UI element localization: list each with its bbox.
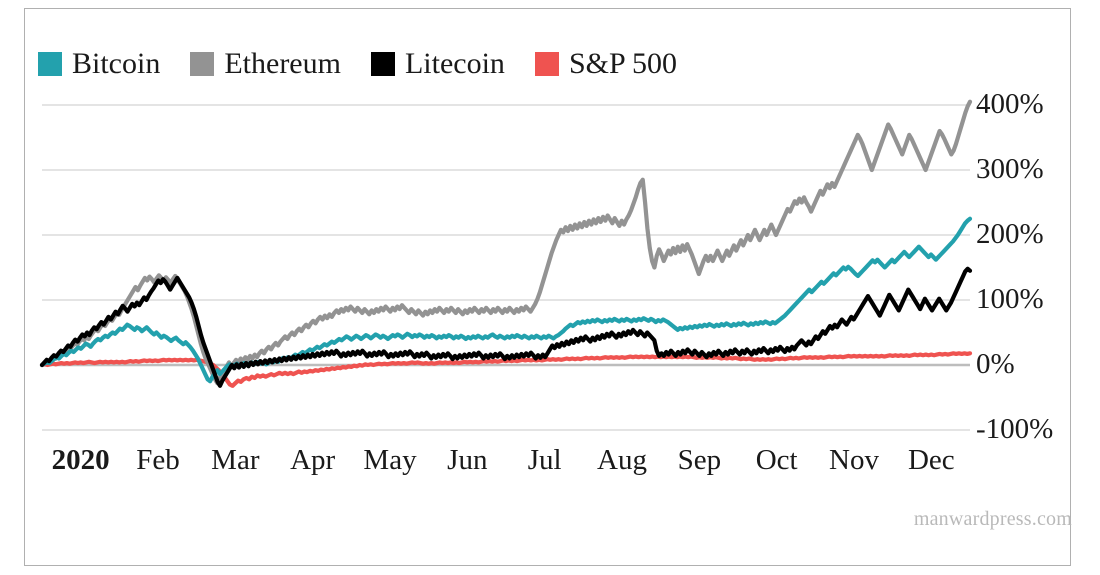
legend-item-s-p-500[interactable]: S&P 500 [534, 47, 678, 80]
series-line-ethereum [39, 99, 973, 386]
x-tick-label-jun: Jun [447, 444, 488, 476]
x-tick-label-oct: Oct [755, 444, 798, 476]
legend-item-bitcoin[interactable]: Bitcoin [38, 49, 160, 79]
legend-item-label: Ethereum [224, 47, 341, 80]
square-swatch [38, 52, 62, 76]
x-tick-label-nov: Nov [829, 444, 879, 476]
x-tick-label-may: May [363, 444, 417, 476]
y-tick-label: 0% [976, 348, 1015, 380]
x-tick-label-dec: Dec [907, 444, 955, 476]
y-tick-label: 300% [976, 153, 1044, 185]
square-swatch [534, 52, 559, 76]
x-tick-label-apr: Apr [290, 444, 336, 476]
x-tick-label-sep: Sep [677, 444, 722, 476]
square-swatch [370, 52, 395, 76]
legend-item-label: Litecoin [404, 47, 505, 80]
x-tick-label-jan: 2020 [51, 444, 110, 476]
x-tick-label-jul: Jul [527, 444, 562, 476]
plot-svg [39, 99, 973, 431]
watermark-label: manwardpress.com [913, 508, 1072, 530]
y-tick-label: 100% [976, 283, 1044, 315]
figure-frame [24, 8, 1071, 566]
y-tick-label: 200% [976, 218, 1044, 250]
legend-item-litecoin[interactable]: Litecoin [370, 47, 505, 80]
y-tick-label: -100% [976, 413, 1054, 445]
x-tick-label-feb: Feb [136, 444, 180, 476]
legend-item-ethereum[interactable]: Ethereum [190, 49, 341, 79]
chart-legend: Bitcoin Ethereum Litecoin S&P 500 [38, 48, 707, 80]
series-line-litecoin [39, 266, 973, 388]
x-tick-label-aug: Aug [597, 444, 647, 476]
square-swatch [190, 52, 215, 76]
legend-item-label: Bitcoin [72, 47, 161, 80]
plot-area [39, 99, 973, 431]
x-tick-label-mar: Mar [211, 444, 260, 476]
legend-item-label: S&P 500 [568, 47, 678, 80]
series-line-bitcoin [39, 216, 973, 384]
y-tick-label: 400% [976, 88, 1044, 120]
